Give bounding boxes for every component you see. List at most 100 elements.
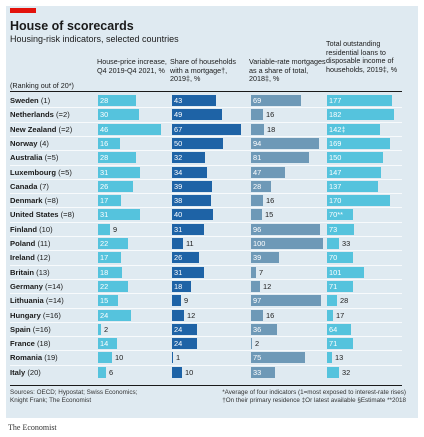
value-bar xyxy=(172,252,199,263)
country-rank: =14 xyxy=(47,282,61,291)
value-bar xyxy=(251,195,263,206)
country-name: Italy xyxy=(10,368,26,377)
value-bar xyxy=(327,138,390,149)
country-name: Britain xyxy=(10,268,35,277)
value-label: 28 xyxy=(100,96,109,105)
country-rank: 20 xyxy=(29,368,39,377)
country-rank: 10 xyxy=(41,225,51,234)
value-label: 39 xyxy=(253,253,262,262)
value-label: 12 xyxy=(187,311,196,320)
value-label: 97 xyxy=(253,296,262,305)
value-label: 2 xyxy=(255,339,260,348)
country-rank: 11 xyxy=(39,239,48,248)
country-name: Sweden xyxy=(10,96,39,105)
value-bar xyxy=(98,324,101,335)
value-label: 26 xyxy=(100,182,109,191)
value-label: 12 xyxy=(263,282,272,291)
value-bar xyxy=(251,324,277,335)
row-divider xyxy=(10,279,402,280)
country-label: Luxembourg (=5) xyxy=(10,168,72,177)
country-label: Sweden (1) xyxy=(10,96,51,105)
value-label: 70** xyxy=(329,210,343,219)
value-label: 73 xyxy=(329,225,338,234)
value-label: 182 xyxy=(329,110,342,119)
value-bar xyxy=(327,195,390,206)
value-label: 28 xyxy=(340,296,349,305)
value-bar xyxy=(172,124,241,135)
value-bar xyxy=(172,209,213,220)
row-divider xyxy=(10,308,402,309)
footnote-line-2: †On their primary residence ‡Or latest a… xyxy=(222,397,406,404)
value-label: 17 xyxy=(100,253,109,262)
value-bar xyxy=(327,338,353,349)
source-line-2: Knight Frank; The Economist xyxy=(10,397,92,404)
value-label: 177 xyxy=(329,96,342,105)
value-label: 22 xyxy=(100,239,109,248)
value-label: 169 xyxy=(329,139,342,148)
ranking-note: (Ranking out of 20*) xyxy=(10,81,74,90)
row-divider xyxy=(10,222,402,223)
value-bar xyxy=(327,252,353,263)
value-label: 71 xyxy=(329,282,338,291)
value-bar xyxy=(98,195,121,206)
row-divider xyxy=(10,136,402,137)
row-divider xyxy=(10,207,402,208)
footnote-line-1: *Average of four indicators (1=most expo… xyxy=(222,389,406,396)
country-label: Britain (13) xyxy=(10,268,50,277)
country-rank: 7 xyxy=(42,182,47,191)
country-name: Australia xyxy=(10,153,43,162)
value-bar xyxy=(172,281,191,292)
country-label: Lithuania (=14) xyxy=(10,296,64,305)
value-bar xyxy=(327,352,332,363)
column-header-house-price: House-price increase, Q4 2019-Q4 2021, % xyxy=(97,57,167,75)
value-label: 10 xyxy=(115,353,124,362)
row-divider xyxy=(10,350,402,351)
value-label: 150 xyxy=(329,153,342,162)
value-bar xyxy=(172,152,205,163)
country-name: Canada xyxy=(10,182,38,191)
value-label: 64 xyxy=(329,325,338,334)
value-label: 147 xyxy=(329,168,342,177)
country-name: Romania xyxy=(10,353,43,362)
value-bar xyxy=(98,238,128,249)
value-label: 24 xyxy=(174,339,183,348)
value-label: 31 xyxy=(174,268,183,277)
value-bar xyxy=(327,109,394,120)
value-label: 6 xyxy=(109,368,114,377)
value-bar xyxy=(98,267,122,278)
value-label: 7 xyxy=(259,268,264,277)
value-label: 28 xyxy=(253,182,262,191)
value-bar xyxy=(172,324,197,335)
country-rank: =16 xyxy=(35,325,49,334)
value-label: 101 xyxy=(329,268,342,277)
value-bar xyxy=(251,252,279,263)
value-label: 2 xyxy=(104,325,109,334)
value-label: 16 xyxy=(100,139,109,148)
value-label: 26 xyxy=(174,253,183,262)
value-bar xyxy=(251,109,263,120)
value-bar xyxy=(172,109,222,120)
value-label: 47 xyxy=(253,168,262,177)
source-note: Sources: OECD; Hypostat; Swiss Economics… xyxy=(10,389,137,405)
value-bar xyxy=(172,138,223,149)
country-label: Poland (11) xyxy=(10,239,51,248)
value-bar xyxy=(98,124,161,135)
value-label: 1 xyxy=(176,353,181,362)
value-bar xyxy=(251,352,305,363)
value-bar xyxy=(327,95,392,106)
value-bar xyxy=(98,224,110,235)
country-rank: 12 xyxy=(39,253,48,262)
value-label: 96 xyxy=(253,225,262,234)
country-label: Germany (=14) xyxy=(10,282,63,291)
value-bar xyxy=(251,295,321,306)
value-label: 46 xyxy=(100,125,109,134)
value-bar xyxy=(98,367,106,378)
value-label: 31 xyxy=(174,225,183,234)
value-bar xyxy=(251,310,263,321)
value-bar xyxy=(327,310,333,321)
value-label: 14 xyxy=(100,339,109,348)
value-label: 22 xyxy=(100,282,109,291)
value-label: 24 xyxy=(174,325,183,334)
value-label: 69 xyxy=(253,96,262,105)
value-bar xyxy=(172,238,183,249)
